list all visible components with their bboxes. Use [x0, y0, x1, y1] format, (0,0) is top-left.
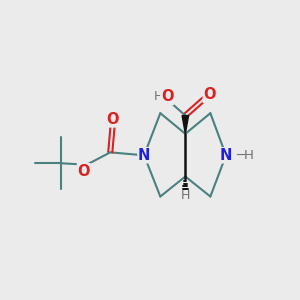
Text: O: O: [77, 164, 90, 179]
Text: N: N: [138, 148, 150, 163]
Text: H: H: [154, 90, 164, 103]
Text: O: O: [203, 87, 216, 102]
Polygon shape: [182, 116, 189, 134]
Text: O: O: [161, 89, 173, 104]
Text: N: N: [220, 148, 232, 163]
Text: H: H: [181, 189, 190, 202]
Text: ─H: ─H: [236, 149, 254, 162]
Text: O: O: [106, 112, 119, 127]
